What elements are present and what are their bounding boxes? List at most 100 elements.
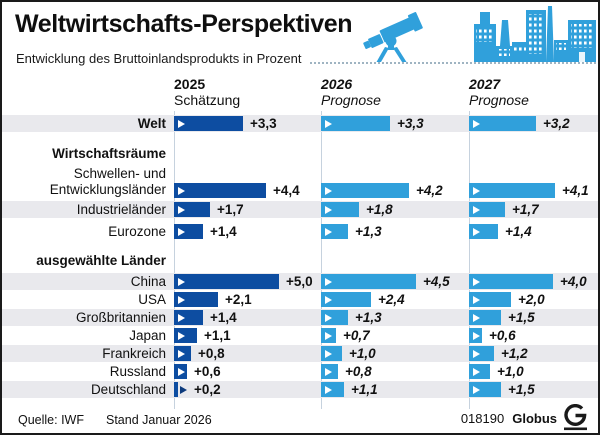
bar-group-2026: +3,3 bbox=[321, 115, 424, 132]
city-skyline-icon bbox=[474, 6, 596, 62]
bar-group-2025: +4,4 bbox=[174, 182, 300, 199]
bar-value: +2,0 bbox=[518, 292, 545, 307]
value-bar bbox=[321, 224, 348, 239]
bar-group-2026: +1,3 bbox=[321, 309, 382, 326]
bar-value: +1,4 bbox=[210, 224, 237, 239]
value-bar bbox=[174, 364, 187, 379]
arrow-icon bbox=[325, 385, 332, 394]
bar-value: +1,5 bbox=[508, 310, 535, 325]
bar-value: +1,4 bbox=[505, 224, 532, 239]
bar-group-2025: +1,7 bbox=[174, 201, 244, 218]
row-label: Großbritannien bbox=[2, 309, 166, 326]
axis-line-2025 bbox=[174, 111, 175, 409]
arrow-icon bbox=[325, 186, 332, 195]
chart-row: Russland +0,6 +0,8 +1,0 bbox=[2, 363, 598, 380]
bar-group-2027: +4,0 bbox=[469, 273, 587, 290]
bar-group-2026: +1,3 bbox=[321, 223, 382, 240]
bar-group-2025: +0,8 bbox=[174, 345, 225, 362]
bar-group-2025: +1,4 bbox=[174, 309, 237, 326]
column-kind: Prognose bbox=[469, 92, 529, 108]
bar-value: +0,2 bbox=[194, 382, 221, 397]
bar-value: +1,3 bbox=[355, 224, 382, 239]
chart-row: Deutschland +0,2 +1,1 +1,5 bbox=[2, 381, 598, 398]
value-bar bbox=[469, 224, 498, 239]
bar-group-2027: +1,2 bbox=[469, 345, 528, 362]
value-bar bbox=[469, 274, 553, 289]
brand-name: Globus bbox=[512, 410, 557, 426]
chart-row: Japan +1,1 +0,7 +0,6 bbox=[2, 327, 598, 344]
row-label-line: Japan bbox=[129, 327, 166, 343]
bar-group-2026: +0,7 bbox=[321, 327, 370, 344]
value-bar bbox=[174, 328, 197, 343]
globus-g-logo-icon bbox=[564, 404, 587, 431]
arrow-icon bbox=[178, 295, 185, 304]
value-bar bbox=[469, 346, 494, 361]
chart-row: Eurozone +1,4 +1,3 +1,4 bbox=[2, 223, 598, 240]
bar-group-2027: +2,0 bbox=[469, 291, 545, 308]
graphic-id: 018190 bbox=[460, 410, 505, 426]
bar-group-2026: +1,1 bbox=[321, 381, 378, 398]
chart-row: Großbritannien +1,4 +1,3 +1,5 bbox=[2, 309, 598, 326]
telescope-icon bbox=[363, 12, 423, 62]
row-label: Frankreich bbox=[2, 345, 166, 362]
bar-value: +3,3 bbox=[250, 116, 277, 131]
bar-value: +2,4 bbox=[378, 292, 405, 307]
arrow-icon bbox=[473, 205, 480, 214]
row-label-line: Entwicklungsländer bbox=[49, 182, 166, 197]
bar-group-2027: +1,5 bbox=[469, 309, 535, 326]
value-bar bbox=[469, 328, 482, 343]
bar-value: +1,3 bbox=[355, 310, 382, 325]
bar-value: +0,8 bbox=[345, 364, 372, 379]
arrow-icon bbox=[473, 277, 480, 286]
bar-value: +4,5 bbox=[423, 274, 450, 289]
chart-row: ausgewählte Länder bbox=[2, 252, 598, 269]
value-bar bbox=[174, 382, 178, 397]
source-label: Quelle: IWF bbox=[18, 413, 84, 427]
bar-value: +1,4 bbox=[210, 310, 237, 325]
bar-value: +1,5 bbox=[508, 382, 535, 397]
value-bar bbox=[174, 346, 191, 361]
page-title: Weltwirtschafts-Perspektiven bbox=[15, 10, 353, 38]
arrow-icon bbox=[178, 186, 185, 195]
bar-value: +1,7 bbox=[217, 202, 244, 217]
value-bar bbox=[321, 382, 344, 397]
arrow-icon bbox=[473, 186, 480, 195]
column-header-2027: 2027 Prognose bbox=[469, 76, 529, 108]
bar-group-2026: +1,0 bbox=[321, 345, 376, 362]
row-label-line: Deutschland bbox=[90, 381, 166, 397]
bar-value: +1,1 bbox=[204, 328, 231, 343]
bar-group-2027: +1,7 bbox=[469, 201, 539, 218]
arrow-icon bbox=[325, 277, 332, 286]
chart-row: Industrieländer +1,7 +1,8 +1,7 bbox=[2, 201, 598, 218]
arrow-icon bbox=[473, 227, 480, 236]
row-label-line: Welt bbox=[137, 115, 166, 131]
value-bar bbox=[321, 346, 342, 361]
value-bar bbox=[321, 183, 409, 198]
arrow-icon bbox=[473, 385, 480, 394]
bar-value: +3,3 bbox=[397, 116, 424, 131]
chart-row: Frankreich +0,8 +1,0 +1,2 bbox=[2, 345, 598, 362]
bar-group-2027: +1,0 bbox=[469, 363, 524, 380]
bar-value: +1,1 bbox=[351, 382, 378, 397]
row-label-line: Großbritannien bbox=[75, 309, 166, 325]
value-bar bbox=[321, 328, 336, 343]
row-label: Wirtschaftsräume bbox=[2, 145, 166, 162]
bar-value: +5,0 bbox=[286, 274, 313, 289]
source-line: Quelle: IWF Stand Januar 2026 bbox=[18, 413, 212, 427]
column-header-2026: 2026 Prognose bbox=[321, 76, 381, 108]
arrow-icon bbox=[178, 331, 185, 340]
row-label-line: China bbox=[130, 273, 166, 289]
arrow-icon bbox=[180, 385, 187, 394]
bar-group-2025: +3,3 bbox=[174, 115, 277, 132]
bar-group-2027: +1,5 bbox=[469, 381, 535, 398]
arrow-icon bbox=[325, 331, 332, 340]
bar-group-2026: +1,8 bbox=[321, 201, 393, 218]
arrow-icon bbox=[325, 313, 332, 322]
bar-value: +4,1 bbox=[562, 183, 589, 198]
value-bar bbox=[469, 382, 501, 397]
arrow-icon bbox=[473, 367, 480, 376]
arrow-icon bbox=[473, 119, 480, 128]
arrow-icon bbox=[473, 313, 480, 322]
value-bar bbox=[174, 310, 203, 325]
bar-value: +3,2 bbox=[543, 116, 570, 131]
